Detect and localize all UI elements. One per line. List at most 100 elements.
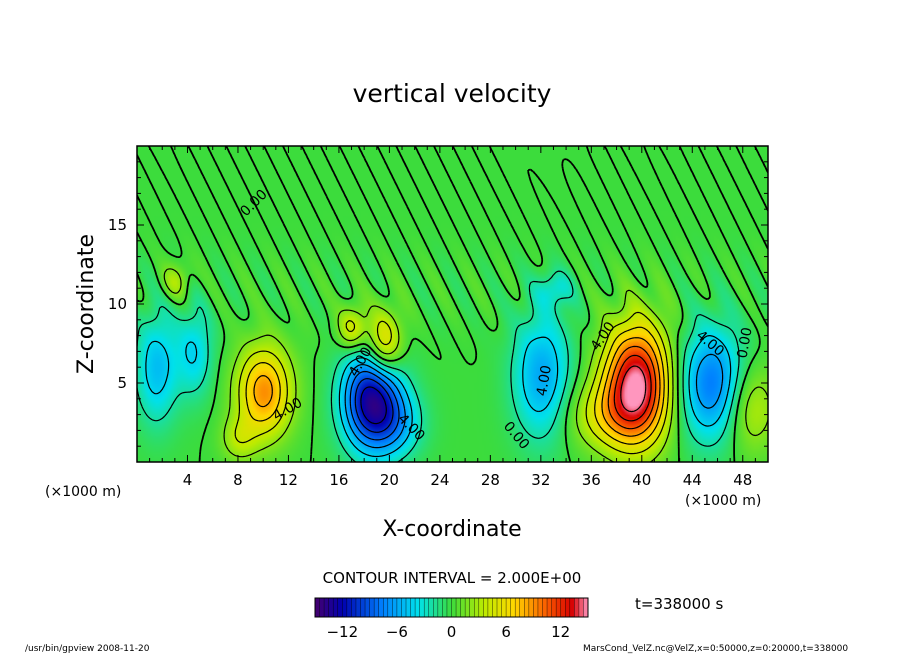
colorbar-cell [374, 598, 379, 617]
y-axis-label: Z-coordinate [74, 234, 99, 374]
colorbar-cell [333, 598, 339, 617]
x-unit-right: (×1000 m) [685, 493, 761, 509]
colorbar-cell [328, 598, 334, 617]
chart-title: vertical velocity [353, 79, 552, 108]
x-tick-label: 40 [632, 471, 651, 489]
colorbar-cell [446, 598, 452, 617]
colorbar-cell [510, 598, 516, 617]
colorbar-cell [551, 598, 557, 617]
contour-level [620, 365, 647, 413]
colorbar-cell [451, 598, 457, 617]
colorbar-cell [410, 598, 416, 617]
colorbar-cell [319, 598, 325, 617]
colorbar-cell [478, 598, 484, 617]
colorbar-cell [369, 598, 375, 617]
colorbar-cell [456, 598, 461, 617]
colorbar-cell [351, 598, 357, 617]
colorbar-cell [469, 598, 475, 617]
contour-level [145, 335, 732, 458]
x-tick-label: 12 [279, 471, 298, 489]
colorbar-cell [483, 598, 489, 617]
x-tick-label: 36 [582, 471, 601, 489]
colorbar-cell [419, 598, 425, 617]
colorbar-cell [565, 598, 571, 617]
colorbar-cell [383, 598, 389, 617]
footer-right: MarsCond_VelZ.nc@VelZ,x=0:50000,z=0:2000… [583, 644, 848, 654]
colorbar-cell [406, 598, 411, 617]
colorbar-cell [365, 598, 370, 617]
colorbar-cell [537, 598, 543, 617]
colorbar-cell [497, 598, 502, 617]
footer-left: /usr/bin/gpview 2008-11-20 [25, 644, 150, 654]
y-axis: 5 10 15 [108, 145, 768, 463]
contour-level [360, 386, 387, 425]
x-tick-label: 28 [481, 471, 500, 489]
colorbar-tick-label: −6 [386, 623, 408, 641]
colorbar-cell [415, 598, 420, 617]
colorbar-tick-label: −12 [326, 623, 358, 641]
colorbar-cell [487, 598, 493, 617]
x-axis-label: X-coordinate [382, 517, 521, 542]
x-unit-left: (×1000 m) [45, 484, 121, 500]
x-tick-label: 44 [683, 471, 702, 489]
contour-level [234, 311, 669, 455]
contour-label: 0.00 [735, 326, 756, 359]
x-tick-label: 48 [733, 471, 752, 489]
colorbar-cell [460, 598, 466, 617]
colorbar-cell [492, 598, 498, 617]
x-axis: 4 8 12 16 20 24 28 32 36 40 44 48 [136, 146, 769, 489]
colorbar-cell [542, 598, 548, 617]
colorbar-cell [474, 598, 480, 617]
colorbar-cell [433, 598, 439, 617]
colorbar: −12 −6 0 6 12 [314, 597, 589, 641]
colorbar-cell [515, 598, 521, 617]
x-tick-label: 20 [380, 471, 399, 489]
colorbar-tick-label: 0 [447, 623, 457, 641]
colorbar-cell [556, 598, 561, 617]
colorbar-cell [574, 598, 580, 617]
x-tick-label: 32 [531, 471, 550, 489]
contour-label: 4.00 [534, 364, 555, 397]
colorbar-frame [314, 597, 589, 618]
contour-level [253, 337, 661, 437]
velocity-field [137, 146, 768, 462]
x-tick-label: 16 [329, 471, 348, 489]
colorbar-tick-label: 6 [501, 623, 511, 641]
contour-level [613, 354, 652, 422]
contour-lines [137, 146, 768, 462]
colorbar-cell [524, 598, 530, 617]
colorbar-cell [533, 598, 539, 617]
colorbar-cell [560, 598, 566, 617]
contour-level [349, 370, 400, 441]
contour-level [163, 268, 768, 462]
colorbar-cell [315, 598, 320, 617]
y-tick-label: 10 [108, 295, 127, 313]
colorbar-cell [528, 598, 534, 617]
colorbar-cell [355, 598, 361, 617]
y-tick-label: 15 [108, 216, 127, 234]
time-label: t=338000 s [635, 595, 723, 613]
contour-level [137, 270, 740, 462]
x-tick-label: 24 [430, 471, 449, 489]
colorbar-cell [569, 598, 575, 617]
colorbar-cell [324, 598, 329, 617]
colorbar-cell [583, 598, 589, 617]
colorbar-cell [547, 598, 552, 617]
colorbar-cell [424, 598, 430, 617]
colorbar-cell [378, 598, 384, 617]
colorbar-cell [465, 598, 470, 617]
colorbar-cell [401, 598, 407, 617]
colorbar-cell [387, 598, 393, 617]
contour-level [344, 353, 724, 449]
x-tick-label: 4 [183, 471, 193, 489]
colorbar-cell [342, 598, 348, 617]
colorbar-cell [392, 598, 398, 617]
colorbar-cell [346, 598, 352, 617]
y-tick-label: 5 [117, 374, 127, 392]
colorbar-cell [578, 598, 584, 617]
colorbar-cell [437, 598, 443, 617]
colorbar-cell [428, 598, 434, 617]
contour-level [245, 326, 665, 445]
colorbar-cell [501, 598, 507, 617]
